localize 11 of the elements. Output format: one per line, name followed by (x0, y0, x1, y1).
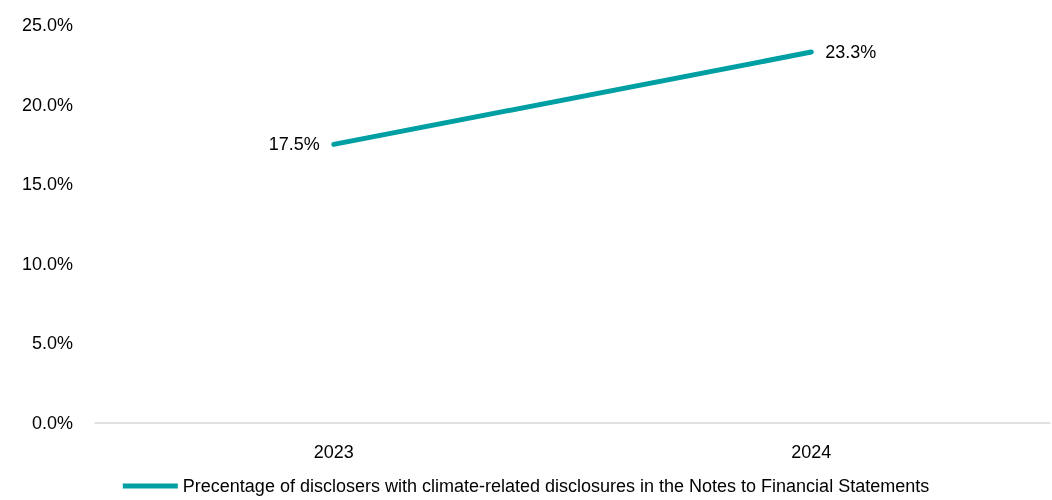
x-tick-label: 2023 (313, 442, 354, 462)
x-tick-label: 2024 (791, 442, 832, 462)
y-tick-label: 10.0% (21, 253, 73, 274)
y-tick-label: 5.0% (31, 333, 73, 354)
data-label: 17.5% (268, 134, 320, 155)
y-tick-label: 0.0% (31, 413, 73, 433)
y-tick-label: 15.0% (21, 174, 73, 195)
data-label: 23.3% (825, 42, 877, 63)
legend-label: Precentage of disclosers with climate-related disclosures in the Notes to Financial Statements (182, 476, 930, 496)
y-tick-label: 25.0% (21, 15, 73, 35)
y-tick-label: 20.0% (21, 94, 73, 115)
